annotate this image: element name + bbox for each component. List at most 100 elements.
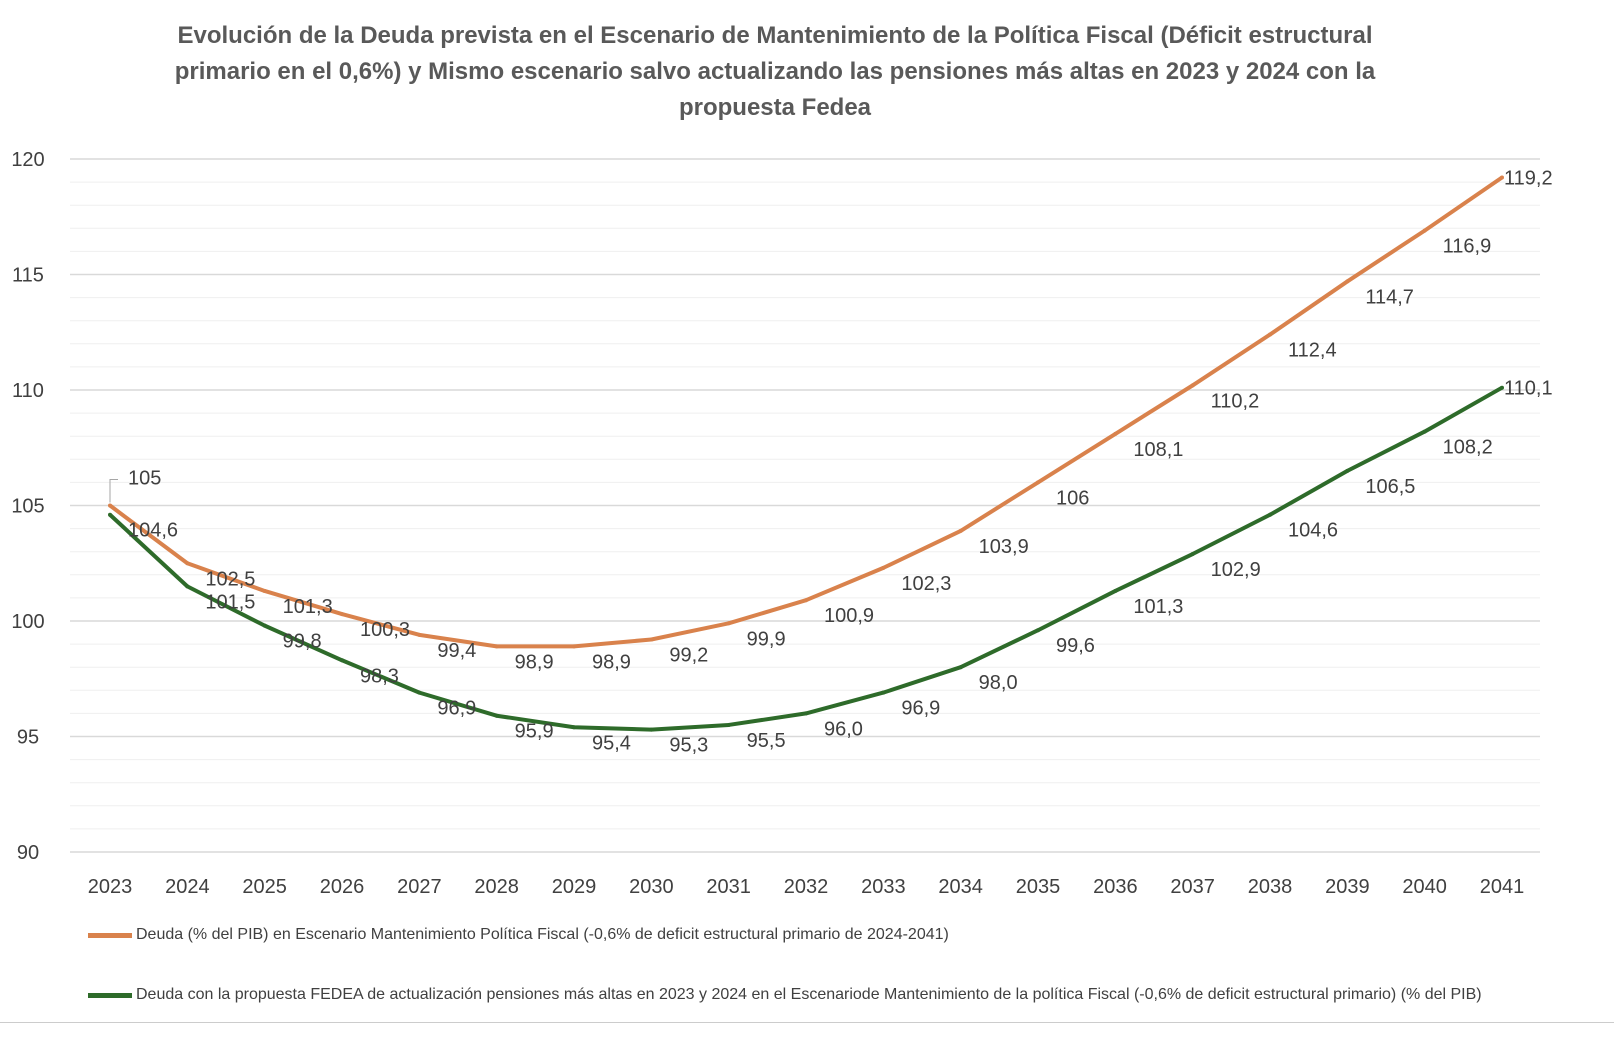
data-label: 95,5 [747,730,786,752]
data-point [1190,383,1195,388]
data-label: 98,3 [360,665,399,687]
data-label: 114,7 [1365,286,1414,308]
data-label: 95,4 [592,732,631,754]
data-label: 101,3 [283,596,333,618]
legend-item-orange: Deuda (% del PIB) en Escenario Mantenimi… [88,924,1528,946]
y-tick-label: 95 [17,727,39,749]
x-tick-label: 2040 [1402,876,1447,898]
data-label: 101,3 [1133,596,1183,618]
legend-swatch-green [88,992,132,998]
data-label: 101,5 [205,591,255,613]
series-line-green [108,385,1503,732]
bottom-divider [0,1022,1614,1023]
data-label: 110,1 [1504,378,1553,400]
series-line-orange [108,175,1504,649]
data-point [804,711,808,716]
x-tick-label: 2036 [1093,876,1138,898]
data-label: 103,9 [979,536,1029,558]
y-tick-label: 115 [12,265,44,287]
data-point [649,637,654,642]
data-label: 96,9 [901,698,940,720]
x-tick-label: 2039 [1325,876,1370,898]
data-label: 102,5 [205,568,255,590]
data-point [1345,468,1350,473]
legend-item-green: Deuda con la propuesta FEDEA de actualiz… [88,984,1528,1022]
data-point [108,503,112,508]
data-point [881,565,886,570]
leader-line [109,479,118,503]
data-point [1422,429,1427,434]
data-label: 119,2 [1504,167,1553,189]
legend-swatch-orange [88,932,132,938]
data-label: 102,9 [1211,559,1261,581]
data-point [1113,431,1118,436]
legend-label-orange: Deuda (% del PIB) en Escenario Mantenimi… [136,926,949,943]
data-point [1345,279,1350,284]
data-point [572,644,576,649]
data-label: 106,5 [1365,476,1415,498]
data-point [494,713,499,718]
x-tick-label: 2028 [474,876,519,898]
data-label: 99,2 [669,644,708,666]
data-point [1113,588,1118,593]
y-tick-label: 110 [12,380,44,402]
data-label: 108,1 [1133,439,1183,461]
data-point [1268,512,1272,517]
data-label: 99,9 [747,628,786,650]
x-tick-label: 2038 [1248,876,1293,898]
data-point [340,658,344,663]
x-tick-label: 2023 [88,876,133,898]
x-tick-label: 2041 [1480,876,1525,898]
x-tick-label: 2031 [706,876,751,898]
data-point [958,528,963,533]
x-tick-label: 2025 [242,876,287,898]
y-tick-label: 120 [11,149,44,171]
x-tick-label: 2035 [1016,876,1061,898]
data-label: 96,0 [824,718,863,740]
data-point [417,632,422,637]
data-point [1500,385,1504,390]
data-point [572,725,576,730]
data-point [417,690,422,695]
data-label: 104,6 [128,520,178,542]
data-point [804,598,808,603]
data-point [1036,628,1040,633]
legend-label-green: Deuda con la propuesta FEDEA de actualiz… [136,986,1482,1003]
x-tick-label: 2026 [320,876,365,898]
data-point [1422,228,1427,233]
data-label: 98,0 [979,672,1018,694]
data-label: 108,2 [1443,437,1493,459]
data-point [262,623,267,628]
data-point [881,690,886,695]
data-label: 99,8 [283,631,322,653]
data-point [1268,332,1272,337]
data-point [108,512,112,517]
data-label: 99,6 [1056,635,1095,657]
x-tick-label: 2032 [784,876,829,898]
data-point [494,644,499,649]
x-tick-label: 2024 [165,876,210,898]
data-label: 95,9 [515,721,554,743]
x-tick-label: 2029 [552,876,597,898]
data-point [185,584,190,589]
data-label: 100,9 [824,605,874,627]
data-point [1500,175,1504,180]
data-label: 100,3 [360,619,410,641]
data-label: 99,4 [437,640,476,662]
data-label: 96,9 [437,698,476,720]
data-point [958,665,963,670]
data-point [185,561,190,566]
data-point [649,727,654,732]
data-point [726,722,731,727]
data-point [340,612,344,617]
data-point [1036,480,1040,485]
data-label: 98,9 [515,651,554,673]
data-label: 112,4 [1288,340,1337,362]
x-tick-label: 2037 [1170,876,1215,898]
data-label: 95,3 [669,735,708,757]
x-tick-label: 2033 [861,876,906,898]
data-label: 116,9 [1443,236,1492,258]
y-tick-label: 105 [11,496,44,518]
y-tick-label: 100 [11,611,44,633]
